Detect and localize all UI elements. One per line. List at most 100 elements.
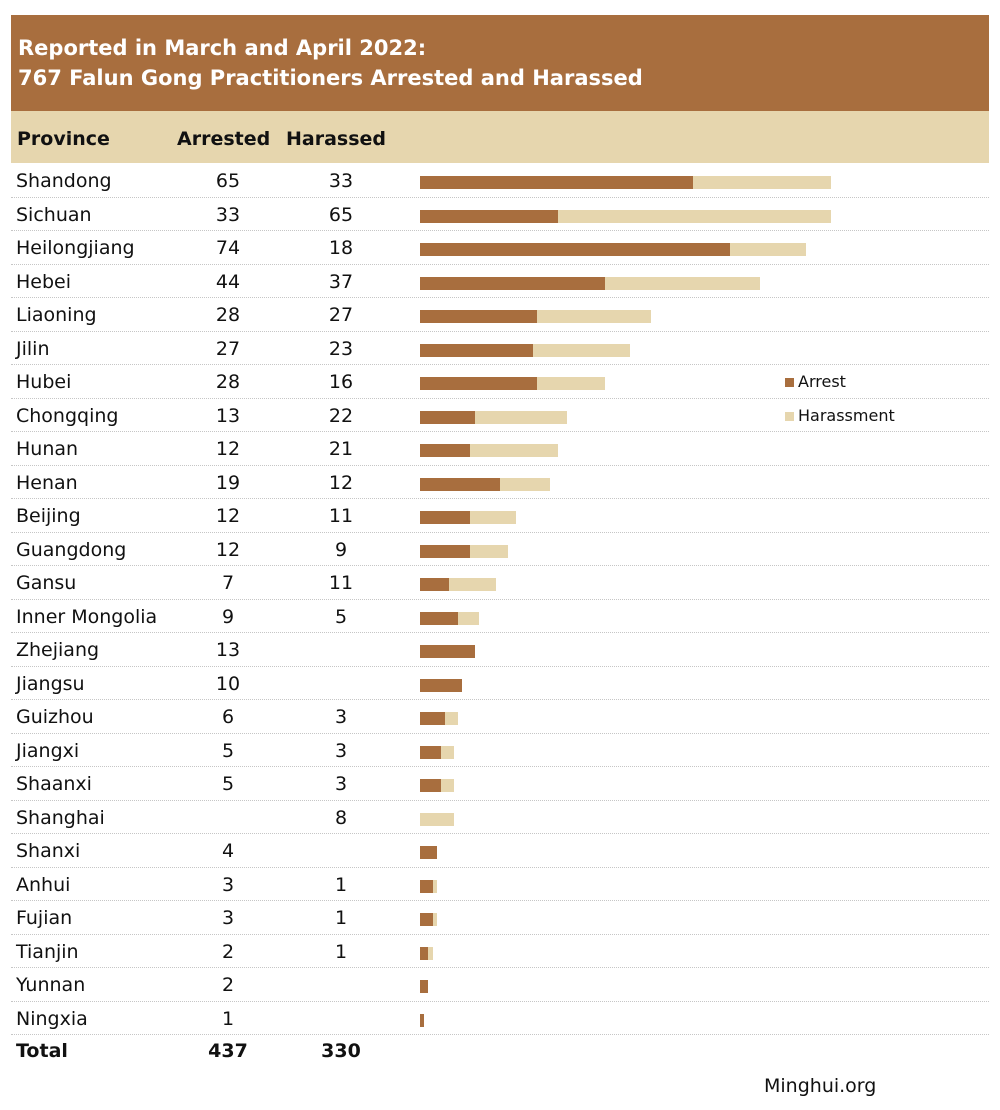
arrested-value: 2 bbox=[221, 974, 235, 996]
total-harassed: 330 bbox=[321, 1040, 361, 1062]
harassed-value: 37 bbox=[328, 270, 354, 293]
province-label: Jilin bbox=[16, 337, 50, 360]
arrested-value: 1 bbox=[221, 1007, 235, 1030]
province-label: Chongqing bbox=[16, 404, 119, 427]
harassment-bar bbox=[537, 377, 605, 390]
arrested-value: 65 bbox=[215, 170, 241, 192]
row-divider bbox=[11, 263, 989, 265]
province-label: Henan bbox=[16, 471, 78, 494]
table-row: Shaanxi 5 3 bbox=[0, 767, 1000, 801]
province-label: Beijing bbox=[16, 505, 81, 527]
harassment-bar bbox=[474, 410, 567, 424]
arrest-bar bbox=[420, 645, 475, 658]
table-row: Shandong 65 33 bbox=[0, 164, 1000, 198]
province-label: Shaanxi bbox=[16, 773, 92, 795]
total-row: Total 437 330 bbox=[0, 1037, 1000, 1065]
harassment-bar bbox=[537, 310, 651, 323]
arrested-value: 3 bbox=[221, 907, 235, 929]
arrested-value: 2 bbox=[221, 940, 235, 963]
harassed-value: 3 bbox=[334, 773, 348, 795]
table-row: Henan 19 12 bbox=[0, 466, 1000, 499]
table-header-band bbox=[11, 111, 989, 163]
province-label: Jiangsu bbox=[16, 672, 85, 695]
arrested-value: 74 bbox=[215, 237, 241, 259]
table-row: Heilongjiang 74 18 bbox=[0, 231, 1000, 265]
row-divider bbox=[11, 766, 989, 767]
harassed-value: 11 bbox=[328, 572, 354, 594]
header-province: Province bbox=[17, 128, 110, 150]
harassed-value: 22 bbox=[328, 404, 354, 427]
row-divider bbox=[11, 431, 989, 432]
arrested-value: 4 bbox=[221, 840, 235, 862]
table-row: Shanxi 4 bbox=[0, 834, 1000, 868]
province-label: Shanghai bbox=[16, 806, 105, 829]
table-row: Jiangxi 5 3 bbox=[0, 734, 1000, 767]
harassment-bar bbox=[692, 176, 832, 189]
harassment-bar bbox=[730, 243, 806, 256]
arrested-value: 13 bbox=[215, 404, 241, 427]
table-row: Gansu 7 11 bbox=[0, 566, 1000, 600]
row-divider bbox=[11, 699, 989, 700]
harassed-value: 18 bbox=[328, 237, 354, 259]
arrest-bar bbox=[420, 276, 605, 290]
harassed-value: 12 bbox=[328, 471, 354, 494]
arrest-bar bbox=[420, 745, 441, 759]
arrested-value: 19 bbox=[215, 471, 241, 494]
legend-arrest-label: Arrest bbox=[798, 372, 846, 391]
row-divider bbox=[11, 833, 989, 834]
arrest-bar bbox=[420, 544, 471, 558]
table-row: Zhejiang 13 bbox=[0, 633, 1000, 667]
table-row: Jiangsu 10 bbox=[0, 667, 1000, 700]
harassed-value: 23 bbox=[328, 337, 354, 360]
province-label: Shandong bbox=[16, 170, 112, 192]
harassed-value: 27 bbox=[328, 304, 354, 326]
row-divider bbox=[11, 665, 989, 667]
row-divider bbox=[11, 933, 989, 935]
harassment-bar bbox=[604, 276, 760, 290]
harassed-value: 1 bbox=[334, 907, 348, 929]
row-divider bbox=[11, 565, 989, 566]
province-label: Jiangxi bbox=[16, 739, 80, 762]
table-row: Hubei 28 16 bbox=[0, 365, 1000, 399]
arrested-value: 6 bbox=[221, 706, 235, 728]
harassed-value: 3 bbox=[334, 739, 348, 762]
harassment-bar bbox=[457, 611, 479, 625]
legend-harassment-label: Harassment bbox=[798, 406, 895, 425]
arrest-bar bbox=[420, 611, 458, 625]
arrested-value: 5 bbox=[221, 739, 235, 762]
province-label: Heilongjiang bbox=[16, 237, 135, 259]
arrest-bar bbox=[420, 946, 429, 960]
row-divider bbox=[11, 598, 989, 600]
row-divider bbox=[11, 1000, 989, 1002]
row-divider bbox=[11, 732, 989, 734]
harassment-bar bbox=[470, 444, 559, 457]
row-divider bbox=[11, 364, 989, 365]
harassment-bar bbox=[428, 946, 433, 960]
arrested-value: 12 bbox=[215, 438, 241, 460]
province-label: Guangdong bbox=[16, 538, 127, 561]
row-divider bbox=[11, 799, 989, 801]
arrested-value: 9 bbox=[221, 605, 235, 628]
arrested-value: 5 bbox=[221, 773, 235, 795]
province-label: Liaoning bbox=[16, 304, 97, 326]
arrest-bar bbox=[420, 310, 538, 323]
arrested-value: 28 bbox=[215, 371, 241, 393]
province-label: Zhejiang bbox=[16, 639, 100, 661]
arrested-value: 28 bbox=[215, 304, 241, 326]
harassment-bar bbox=[432, 879, 437, 893]
harassment-bar bbox=[533, 343, 630, 357]
title-line-2: 767 Falun Gong Practitioners Arrested an… bbox=[18, 66, 643, 90]
province-label: Inner Mongolia bbox=[16, 605, 158, 628]
arrest-bar bbox=[420, 410, 475, 424]
harassed-value: 1 bbox=[334, 873, 348, 896]
arrested-value: 33 bbox=[215, 203, 241, 226]
harassment-bar bbox=[558, 209, 832, 223]
legend-arrest-swatch bbox=[785, 378, 794, 387]
arrest-bar bbox=[420, 444, 471, 457]
row-divider bbox=[11, 397, 989, 399]
province-label: Ningxia bbox=[16, 1007, 88, 1030]
harassment-bar bbox=[470, 511, 517, 524]
arrested-value: 12 bbox=[215, 538, 241, 561]
province-label: Hebei bbox=[16, 270, 72, 293]
arrested-value: 10 bbox=[215, 672, 241, 695]
